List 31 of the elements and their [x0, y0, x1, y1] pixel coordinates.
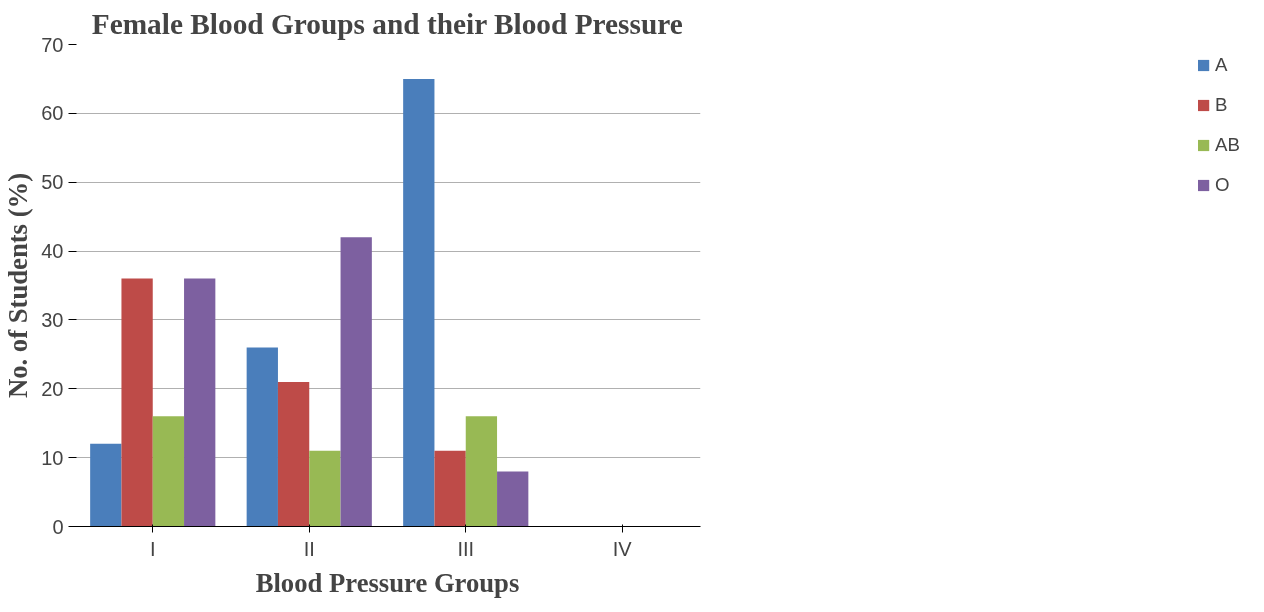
legend-label: A [1215, 54, 1229, 76]
legend-label: B [1215, 94, 1229, 116]
y-tick-label: 50 [41, 171, 64, 194]
y-tick-label: 20 [41, 377, 64, 400]
y-tick-label: 10 [41, 446, 64, 469]
x-tick-label: II [303, 537, 315, 560]
y-tick-label: 70 [41, 33, 64, 56]
legend-label: O [1215, 174, 1231, 196]
y-tick-label: 40 [41, 240, 64, 263]
bar [434, 450, 466, 527]
bar [309, 450, 341, 527]
bar [497, 471, 529, 527]
x-axis-title: Blood Pressure Groups [255, 567, 520, 598]
x-tick-label: I [149, 537, 156, 560]
bar [465, 416, 498, 527]
legend-label: AB [1215, 134, 1240, 156]
x-tick-label: III [457, 537, 475, 560]
x-tick-label: IV [612, 537, 633, 560]
bar [403, 78, 435, 527]
bar [152, 416, 185, 527]
bar [121, 278, 153, 527]
y-tick-label: 60 [41, 102, 64, 125]
bar [246, 347, 278, 527]
chart-title: Female Blood Groups and their Blood Pressure [91, 7, 683, 40]
bar [340, 237, 372, 527]
bar [90, 443, 122, 527]
bar [184, 278, 216, 527]
y-tick-label: 30 [41, 308, 64, 331]
bar [277, 381, 310, 527]
y-tick-label: 0 [52, 515, 64, 538]
y-axis-title: No. of Students (%) [3, 172, 34, 399]
